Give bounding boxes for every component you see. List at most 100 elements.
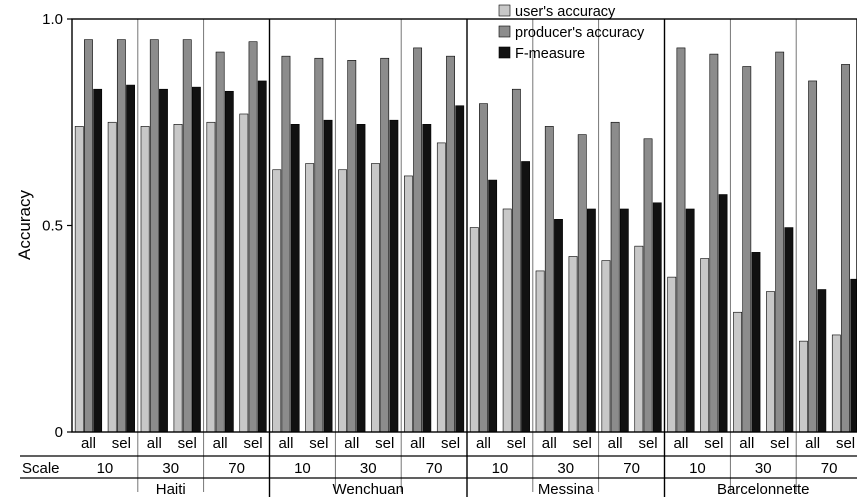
bar — [206, 121, 216, 433]
legend-swatch — [498, 4, 511, 17]
bar — [817, 289, 827, 433]
bar — [436, 142, 446, 433]
mode-label: sel — [178, 435, 197, 452]
mode-label: sel — [770, 435, 789, 452]
bar — [479, 103, 488, 433]
mode-label: all — [805, 435, 820, 452]
bar — [422, 124, 432, 433]
bar — [380, 57, 390, 433]
bar — [389, 119, 399, 433]
bar — [116, 39, 126, 433]
bar — [700, 258, 710, 433]
scale-row-label: Scale — [22, 460, 60, 477]
bar — [733, 311, 742, 433]
bar — [224, 90, 234, 433]
mode-label: all — [344, 435, 359, 452]
bar — [685, 208, 695, 433]
bar — [709, 53, 719, 433]
y-tick-label: 0 — [55, 424, 63, 441]
bar — [652, 202, 662, 433]
bar — [742, 66, 752, 433]
bar — [446, 55, 455, 433]
bar — [338, 169, 347, 433]
bar — [347, 59, 357, 433]
mode-label: all — [147, 435, 162, 452]
bar — [634, 245, 644, 433]
legend-swatch — [498, 46, 511, 59]
bar — [544, 126, 554, 433]
bar — [455, 105, 465, 433]
bar — [305, 163, 315, 433]
bar — [718, 194, 728, 433]
bar — [568, 256, 578, 433]
bar — [554, 219, 563, 433]
bar — [535, 270, 545, 433]
bar — [850, 278, 857, 433]
bar — [182, 39, 192, 433]
scale-label: 10 — [492, 460, 509, 477]
bar — [610, 121, 620, 433]
scale-label: 30 — [360, 460, 377, 477]
scale-label: 70 — [821, 460, 838, 477]
bar — [84, 39, 93, 433]
bar — [323, 119, 333, 433]
legend-label: user's accuracy — [515, 4, 616, 20]
scale-label: 30 — [162, 460, 179, 477]
mode-label: all — [739, 435, 754, 452]
bar — [404, 175, 413, 433]
mode-label: sel — [441, 435, 460, 452]
plot-frame — [71, 18, 857, 433]
bar — [215, 51, 225, 433]
mode-label: sel — [836, 435, 855, 452]
mode-label: sel — [243, 435, 262, 452]
bar — [149, 39, 159, 433]
scale-label: 30 — [755, 460, 772, 477]
bar — [766, 291, 775, 433]
legend-label: producer's accuracy — [515, 25, 645, 41]
legend-swatch — [498, 25, 511, 38]
bar — [290, 124, 300, 433]
mode-label: all — [673, 435, 688, 452]
bar — [126, 84, 135, 433]
mode-label: all — [410, 435, 425, 452]
bar — [784, 227, 794, 433]
y-tick-label: 0.5 — [42, 218, 63, 235]
bar — [173, 124, 183, 433]
bar — [248, 41, 258, 433]
mode-label: all — [213, 435, 228, 452]
bar — [413, 47, 423, 433]
bar — [107, 121, 117, 433]
scale-label: 70 — [426, 460, 443, 477]
legend: user's accuracy producer's accuracy F-meas… — [498, 4, 645, 62]
mode-label: all — [81, 435, 96, 452]
bar — [488, 179, 498, 433]
bar — [314, 57, 324, 433]
mode-label: all — [476, 435, 491, 452]
bar — [257, 80, 267, 433]
bar — [511, 88, 521, 433]
bar — [601, 260, 611, 433]
bar — [799, 340, 808, 433]
mode-label: sel — [573, 435, 592, 452]
bar — [676, 47, 686, 433]
mode-label: sel — [112, 435, 131, 452]
bar — [643, 138, 653, 433]
bar — [93, 88, 103, 433]
scale-label: 30 — [557, 460, 574, 477]
bar — [831, 334, 841, 433]
mode-label: sel — [375, 435, 394, 452]
group-label: Haiti — [156, 481, 186, 497]
scale-label: 70 — [228, 460, 245, 477]
group-label: Barcelonnette — [717, 481, 810, 497]
bar — [371, 163, 380, 433]
bar — [469, 227, 479, 433]
bar — [775, 51, 785, 433]
mode-label: sel — [507, 435, 526, 452]
bar — [521, 161, 530, 433]
mode-label: sel — [309, 435, 328, 452]
scale-label: 10 — [689, 460, 706, 477]
bar — [502, 208, 512, 433]
bar — [577, 134, 587, 433]
